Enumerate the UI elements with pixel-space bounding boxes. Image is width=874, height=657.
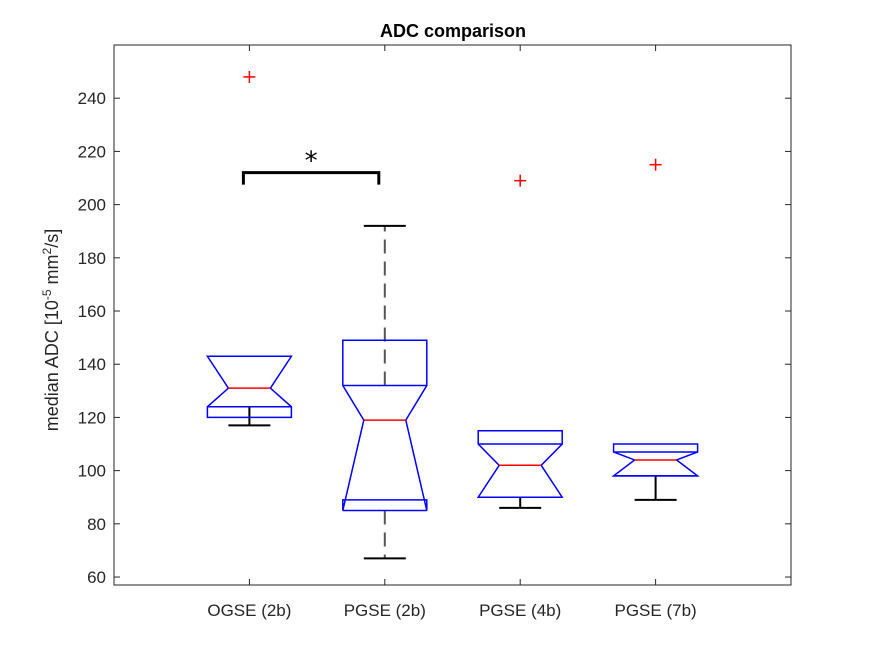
- significance-star: *: [305, 147, 318, 177]
- y-tick-label: 140: [78, 355, 106, 374]
- x-tick-label: PGSE (4b): [479, 601, 561, 620]
- x-tick-label: PGSE (2b): [344, 601, 426, 620]
- y-tick-label: 200: [78, 196, 106, 215]
- axes-frame: [113, 44, 792, 586]
- y-axis-label: median ADC [10-5 mm2/s]: [40, 229, 62, 431]
- y-tick-label: 160: [78, 302, 106, 321]
- notched-box: [342, 339, 428, 511]
- y-tick-label: 100: [78, 462, 106, 481]
- y-tick-label: 80: [87, 515, 106, 534]
- x-tick-label: OGSE (2b): [207, 601, 291, 620]
- y-tick-label: 120: [78, 408, 106, 427]
- plot-area: 60 80 100 120 140 160 180 200 220 240 OGSE (2b) PGS…: [78, 44, 792, 620]
- y-tick-label: 180: [78, 249, 106, 268]
- y-tick-label: 220: [78, 142, 106, 161]
- chart-title: ADC comparison: [380, 21, 526, 41]
- y-tick-label: 240: [78, 89, 106, 108]
- x-tick-label: PGSE (7b): [614, 601, 696, 620]
- notched-box: [206, 355, 293, 419]
- significance-bracket: [241, 171, 381, 185]
- y-tick-label: 60: [87, 568, 106, 587]
